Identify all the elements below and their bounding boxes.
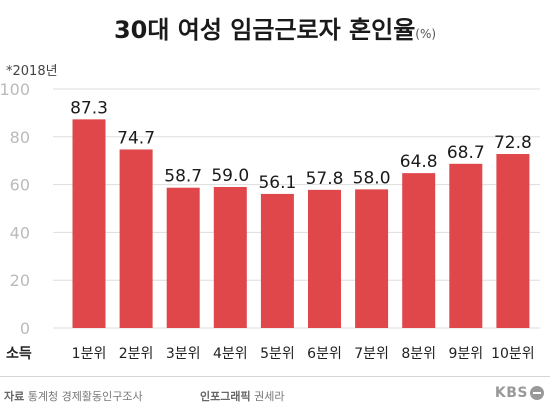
bar (355, 189, 389, 328)
logo-mark-icon (530, 386, 544, 400)
x-axis-name: 소득 (6, 346, 32, 362)
chart-title-text: 30대 여성 임금근로자 혼인율 (113, 16, 416, 44)
data-label: 57.8 (306, 169, 344, 189)
credit-text: 권세라 (254, 390, 285, 403)
data-label: 74.7 (117, 128, 155, 148)
x-tick-label: 7분위 (354, 346, 389, 362)
bar (166, 187, 200, 328)
bar (402, 173, 436, 328)
x-tick-label: 2분위 (119, 346, 154, 362)
source-note: 자료 통계청 경제활동인구조사 (4, 388, 143, 404)
y-tick-label: 80 (10, 128, 30, 147)
y-tick-label: 40 (10, 223, 30, 242)
logo-text: KBS (494, 385, 528, 401)
data-label: 58.7 (164, 167, 202, 187)
x-tick-label: 6분위 (307, 346, 342, 362)
bar (308, 189, 341, 328)
bar (72, 119, 106, 328)
data-label: 87.3 (70, 98, 108, 118)
y-tick-label: 60 (10, 176, 30, 195)
data-label: 56.1 (258, 173, 296, 193)
x-tick-label: 8분위 (401, 346, 436, 362)
y-tick-label: 100 (0, 80, 30, 99)
bar-chart: 0 20 40 60 80 100 87.3 1분위 74.7 2분위 58.7 3분위 59.0 4분위… (0, 80, 540, 362)
chart-title-unit: (%) (415, 27, 437, 41)
source-text: 통계청 경제활동인구조사 (27, 390, 143, 403)
bar (496, 154, 530, 328)
chart-title: 30대 여성 임금근로자 혼인율(%) (0, 10, 550, 45)
x-tick-label: 4분위 (213, 346, 248, 362)
x-tick-label: 1분위 (72, 346, 107, 362)
bar (119, 149, 153, 328)
y-tick-label: 20 (10, 271, 30, 290)
credit-label: 인포그래픽 (200, 390, 251, 403)
data-label: 58.0 (353, 168, 391, 188)
y-tick-label: 0 (20, 319, 30, 338)
year-note: *2018년 (6, 64, 58, 79)
x-tick-label: 9분위 (448, 346, 483, 362)
credit-note: 인포그래픽 권세라 (200, 388, 284, 404)
data-label: 64.8 (400, 152, 438, 172)
data-label: 59.0 (211, 166, 249, 186)
x-tick-label: 10분위 (491, 346, 535, 362)
bar (449, 163, 483, 328)
data-label: 68.7 (447, 143, 485, 163)
source-label: 자료 (4, 390, 25, 403)
x-tick-label: 5분위 (260, 346, 295, 362)
kbs-logo: KBS (495, 385, 544, 401)
data-label: 72.8 (494, 133, 532, 153)
x-tick-label: 3분위 (166, 346, 201, 362)
footer: 자료 통계청 경제활동인구조사 인포그래픽 권세라 KBS (0, 376, 550, 414)
bar (213, 186, 247, 328)
bar (260, 193, 294, 328)
